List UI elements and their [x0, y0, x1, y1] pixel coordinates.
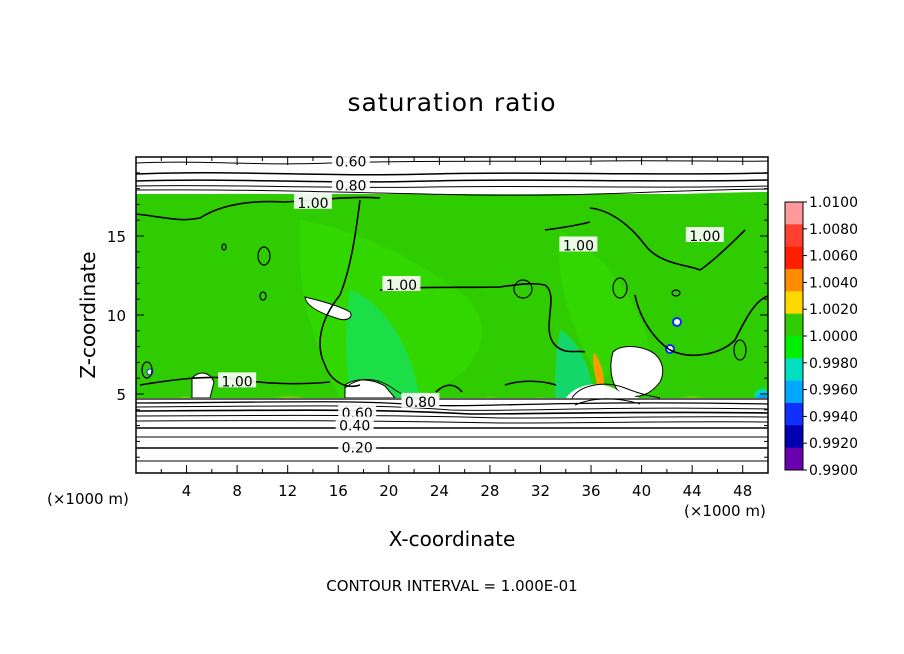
colorbar-label: 0.9900: [809, 463, 858, 479]
x-unit-note-right: (×1000 m): [684, 502, 766, 520]
contour-label: 1.00: [297, 196, 328, 212]
x-tick-label: 28: [480, 482, 499, 500]
x-tick-label: 24: [430, 482, 449, 500]
x-tick-label: 48: [733, 482, 752, 500]
colorbar-swatch: [785, 313, 803, 337]
colorbar-label: 0.9980: [809, 356, 858, 372]
x-tick-label: 20: [379, 482, 398, 500]
contour-label: 1.00: [222, 374, 253, 390]
x-tick-label: 36: [581, 482, 600, 500]
colorbar-label: 1.0000: [809, 329, 858, 345]
y-axis-label: Z-coordinate: [76, 251, 100, 379]
x-tick-label: 8: [232, 482, 242, 500]
small-closed-contours: [141, 243, 747, 379]
colorbar-swatch: [785, 224, 803, 248]
colorbar-swatch: [785, 425, 803, 449]
contour-labels: 0.600.801.001.001.001.001.000.800.600.40…: [218, 152, 724, 457]
x-tick-label: 32: [531, 482, 550, 500]
colorbar-swatch: [785, 358, 803, 382]
colorbar-label: 1.0020: [809, 302, 858, 318]
colorbar-label: 0.9940: [809, 409, 858, 425]
x-tick-label: 4: [182, 482, 192, 500]
unsaturated-pocket: [672, 317, 682, 327]
colorbar-label: 1.0080: [809, 222, 858, 238]
unsaturated-pocket: [610, 346, 664, 398]
contour-label-bg: [559, 236, 598, 252]
x-axis-label: X-coordinate: [388, 527, 516, 551]
contour-label: 0.80: [335, 178, 366, 194]
field-layer: [136, 160, 768, 473]
cyan-plume: [346, 290, 420, 398]
colorbar-swatch: [785, 403, 803, 426]
colorbar-swatch: [785, 269, 803, 292]
lower-contours: [136, 379, 768, 462]
colorbar-label: 0.9960: [809, 383, 858, 399]
light-green-patch: [300, 220, 482, 398]
colorbar: 1.0100 1.0080 1.0060 1.0040 1.0020 1.0000 0.99…: [784, 195, 858, 479]
contour-label: 1.00: [563, 238, 594, 254]
contour-interval-note: CONTOUR INTERVAL = 1.000E-01: [326, 577, 578, 595]
dry-cell: [753, 378, 768, 402]
contour-label: 0.80: [405, 395, 436, 411]
unsaturated-pocket: [344, 379, 397, 399]
contour-label: 0.60: [335, 155, 366, 171]
cyan-plume: [555, 330, 595, 398]
contour-label-bg: [331, 176, 370, 192]
chart-title: saturation ratio: [347, 88, 557, 117]
x-tick-label: 16: [329, 482, 348, 500]
x-tick-label: 12: [278, 482, 297, 500]
colorbar-swatch: [785, 447, 803, 471]
colorbar-swatch: [785, 246, 803, 270]
colorbar-label: 1.0040: [809, 275, 858, 291]
contour-label-bg: [338, 438, 377, 454]
contour-label-bg: [401, 392, 440, 408]
unsaturated-pocket: [191, 372, 215, 399]
contour-label: 1.00: [689, 229, 720, 245]
y-tick-label: 5: [116, 386, 126, 404]
contour-label-bg: [382, 275, 421, 291]
moist-cell: [593, 352, 604, 384]
light-green-patch: [559, 230, 650, 380]
unsaturated-pocket: [304, 296, 352, 321]
contour-label: 0.40: [339, 419, 370, 435]
y-tick-label: 10: [107, 307, 126, 325]
contour-label: 0.20: [342, 441, 373, 457]
colorbar-label: 1.0100: [809, 195, 858, 211]
x-tick-label: 40: [632, 482, 651, 500]
contour-label-bg: [218, 372, 257, 388]
y-tick-label: 15: [107, 228, 126, 246]
colorbar-swatch: [785, 202, 803, 225]
contour-label-bg: [293, 193, 332, 209]
upper-contours: [136, 160, 768, 196]
contour-label-bg: [338, 403, 377, 419]
contour-label: 1.00: [386, 278, 417, 294]
colorbar-swatch: [785, 336, 803, 359]
contour-label-bg: [335, 416, 374, 432]
lower-dry-layer: [136, 398, 768, 473]
colorbar-label: 0.9920: [809, 436, 858, 452]
contour-label-bg: [331, 152, 370, 168]
colorbar-swatch: [785, 380, 803, 404]
colorbar-label: 1.0060: [809, 249, 858, 265]
x-tick-label: 44: [683, 482, 702, 500]
colorbar-swatch: [785, 291, 803, 315]
contour-label-bg: [685, 227, 724, 242]
saturation-contours: [136, 196, 768, 393]
x-unit-note-left: (×1000 m): [47, 490, 129, 508]
